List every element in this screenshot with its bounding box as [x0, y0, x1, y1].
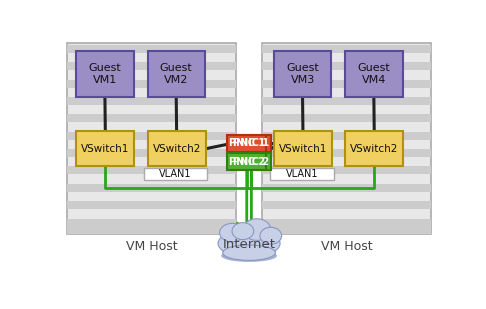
Bar — [262, 97, 431, 105]
Bar — [227, 153, 266, 170]
Bar — [67, 97, 236, 105]
Bar — [262, 132, 431, 140]
Text: Guest
VM1: Guest VM1 — [88, 63, 122, 85]
Text: PNIC 1: PNIC 1 — [229, 138, 265, 148]
Text: VM Host: VM Host — [321, 240, 373, 253]
Bar — [345, 51, 402, 97]
Bar — [67, 62, 236, 70]
Bar — [76, 131, 134, 167]
Bar — [76, 51, 134, 97]
Bar — [67, 114, 236, 122]
Bar — [345, 131, 403, 167]
Bar — [264, 45, 430, 233]
Bar — [262, 80, 431, 87]
Text: Guest
VM4: Guest VM4 — [358, 63, 390, 85]
Bar — [144, 168, 207, 180]
Ellipse shape — [221, 250, 277, 262]
Text: VM Host: VM Host — [125, 240, 177, 253]
Bar — [232, 153, 271, 170]
Ellipse shape — [260, 227, 281, 244]
Bar — [67, 45, 236, 53]
Bar — [262, 167, 431, 174]
Ellipse shape — [223, 245, 276, 260]
Bar — [227, 135, 266, 152]
Bar — [67, 132, 236, 140]
Text: VLAN1: VLAN1 — [286, 169, 318, 179]
Ellipse shape — [218, 230, 280, 257]
Text: VSwitch1: VSwitch1 — [279, 144, 327, 154]
Bar — [262, 43, 431, 234]
Bar — [67, 43, 236, 234]
Ellipse shape — [243, 219, 271, 240]
Text: VSwitch1: VSwitch1 — [81, 144, 129, 154]
Bar — [232, 135, 271, 152]
Text: PNIC 2: PNIC 2 — [229, 157, 265, 167]
Bar — [67, 80, 236, 87]
Bar — [262, 201, 431, 209]
Bar — [148, 51, 205, 97]
Text: VSwitch2: VSwitch2 — [153, 144, 201, 154]
Text: PNIC 2: PNIC 2 — [233, 157, 269, 167]
Bar — [262, 149, 431, 157]
Bar — [262, 223, 431, 234]
Bar — [148, 131, 206, 167]
Bar — [274, 51, 331, 97]
Bar — [67, 184, 236, 192]
Bar — [67, 167, 236, 174]
Text: Internet: Internet — [223, 239, 276, 252]
Bar — [262, 114, 431, 122]
Text: VSwitch2: VSwitch2 — [350, 144, 399, 154]
Text: PNIC 1: PNIC 1 — [233, 138, 269, 148]
Bar — [69, 45, 234, 233]
Bar — [67, 149, 236, 157]
Bar — [262, 218, 431, 226]
Text: Guest
VM2: Guest VM2 — [160, 63, 192, 85]
Bar — [262, 45, 431, 53]
Ellipse shape — [232, 223, 254, 239]
Text: Guest
VM3: Guest VM3 — [286, 63, 319, 85]
Bar — [262, 62, 431, 70]
Ellipse shape — [220, 223, 244, 242]
Text: VLAN1: VLAN1 — [159, 169, 191, 179]
Bar — [67, 218, 236, 226]
Bar — [270, 168, 333, 180]
Bar — [262, 184, 431, 192]
Bar — [67, 201, 236, 209]
Bar — [274, 131, 332, 167]
Bar — [67, 223, 236, 234]
